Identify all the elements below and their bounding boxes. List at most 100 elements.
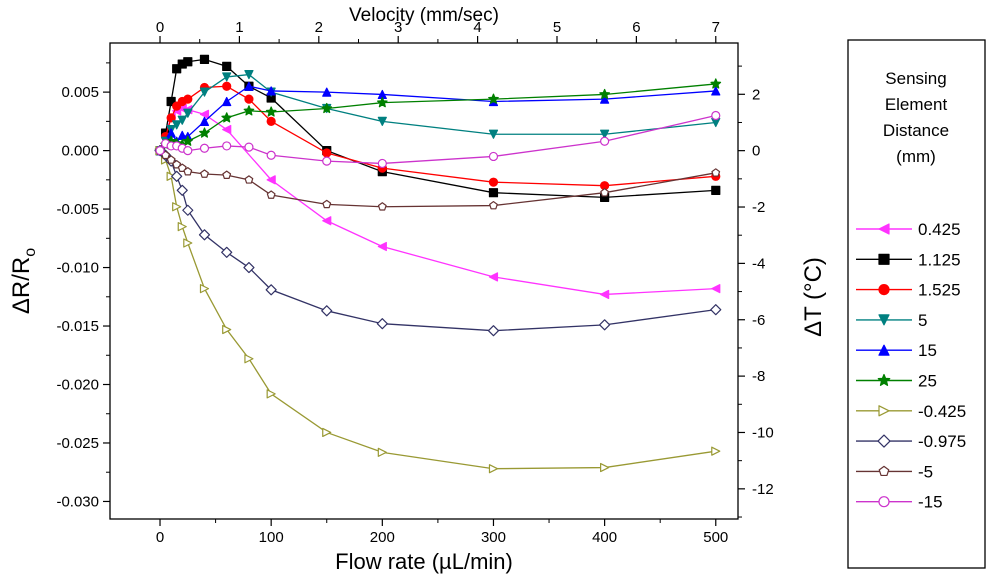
data-point [244,69,254,80]
legend-label: 25 [918,372,937,391]
top-tick-label: 5 [553,19,561,36]
y-axis-left-title-sub: o [22,248,39,257]
legend-label: 5 [918,311,927,330]
data-point [600,129,610,139]
data-point [488,188,499,198]
data-point [222,96,232,107]
data-point [377,158,387,169]
series--15 [155,110,721,169]
series-line [159,150,716,332]
top-tick-label: 7 [712,19,720,36]
data-point [221,246,233,258]
data-point [711,110,721,121]
data-point [199,54,210,64]
data-point [599,319,611,331]
legend-label: -0.425 [918,402,966,421]
legend-items: 0.425 1.125 1.525 5 15 25 -0.425 -0.975 -5 -15 [856,220,966,512]
y-right-tick-label: -12 [752,481,774,498]
data-point [176,184,188,196]
legend-marker [878,496,890,508]
data-point [199,116,210,126]
data-point [172,202,182,212]
x-tick-label: 300 [481,529,506,546]
data-point [199,109,210,119]
series-line [159,83,716,152]
legend-item: 0.425 [856,220,961,239]
legend-title-line: Distance [883,121,949,140]
data-point [243,105,255,116]
y-left-tick-label: 0.005 [61,84,99,101]
series--5 [155,146,721,211]
series-25 [154,78,722,156]
data-point [183,145,193,156]
plot-frame [109,42,739,520]
data-point [711,168,721,177]
data-point [183,94,193,104]
data-point [222,72,232,82]
data-point [710,304,722,316]
legend-box [847,39,986,569]
data-point [172,120,182,130]
y-left-tick-label: -0.020 [56,377,99,394]
data-point [322,87,332,97]
top-axis-title: Velocity (mm/sec) [349,5,499,26]
data-point [183,108,193,118]
series-layer [154,54,722,474]
data-point [183,167,193,176]
legend-title-line: (mm) [896,147,936,166]
y-right-tick-label: -8 [752,368,765,385]
data-point [266,86,276,96]
data-point [177,115,187,125]
data-point [321,305,333,317]
y-left-tick-label: -0.010 [56,260,99,277]
data-point [183,238,193,248]
data-point [710,78,722,89]
data-point [166,113,176,123]
series-line [159,150,716,208]
axis-ticks: 0 100 200 300 400 500 0 1 2 3 4 5 6 7 0.005 0.000 -0.005… [56,19,773,546]
data-point [600,289,610,300]
top-tick-label: 2 [315,19,323,36]
y-axis-right-title: ΔT (°C) [800,257,827,337]
data-point [266,116,276,126]
legend-item: -0.425 [856,402,966,421]
legend-marker [877,434,891,448]
data-point [166,155,176,164]
data-point [599,88,610,100]
data-point [182,135,194,146]
legend-label: 1.525 [918,281,961,300]
legend-marker [878,344,890,356]
series-15 [155,81,721,156]
legend-label: 1.125 [918,250,961,269]
data-point [266,175,276,185]
data-point [244,175,254,184]
data-point [376,97,388,108]
legend-label: 15 [918,341,937,360]
y-right-tick-label: 2 [752,86,760,103]
x-tick-label: 500 [703,529,728,546]
top-tick-label: 4 [473,19,481,36]
data-point [488,177,499,187]
data-point [322,427,332,438]
legend-item: 1.125 [856,250,961,269]
data-point [266,190,276,199]
y-left-tick-label: 0.000 [61,143,99,160]
y-left-tick-label: -0.025 [56,435,99,452]
data-point [711,86,721,96]
top-tick-label: 3 [394,19,402,36]
top-tick-label: 0 [156,19,164,36]
data-point [222,124,232,135]
data-point [222,61,232,71]
data-point [171,170,183,182]
data-point [182,204,194,216]
data-point [265,284,277,296]
legend-item: -5 [856,462,933,481]
data-point [266,150,276,160]
data-point [377,241,387,252]
data-point [244,81,254,91]
data-point [199,127,210,138]
y-right-tick-label: -10 [752,424,774,441]
data-point [322,156,332,166]
data-point [244,354,254,364]
data-point [322,216,332,226]
